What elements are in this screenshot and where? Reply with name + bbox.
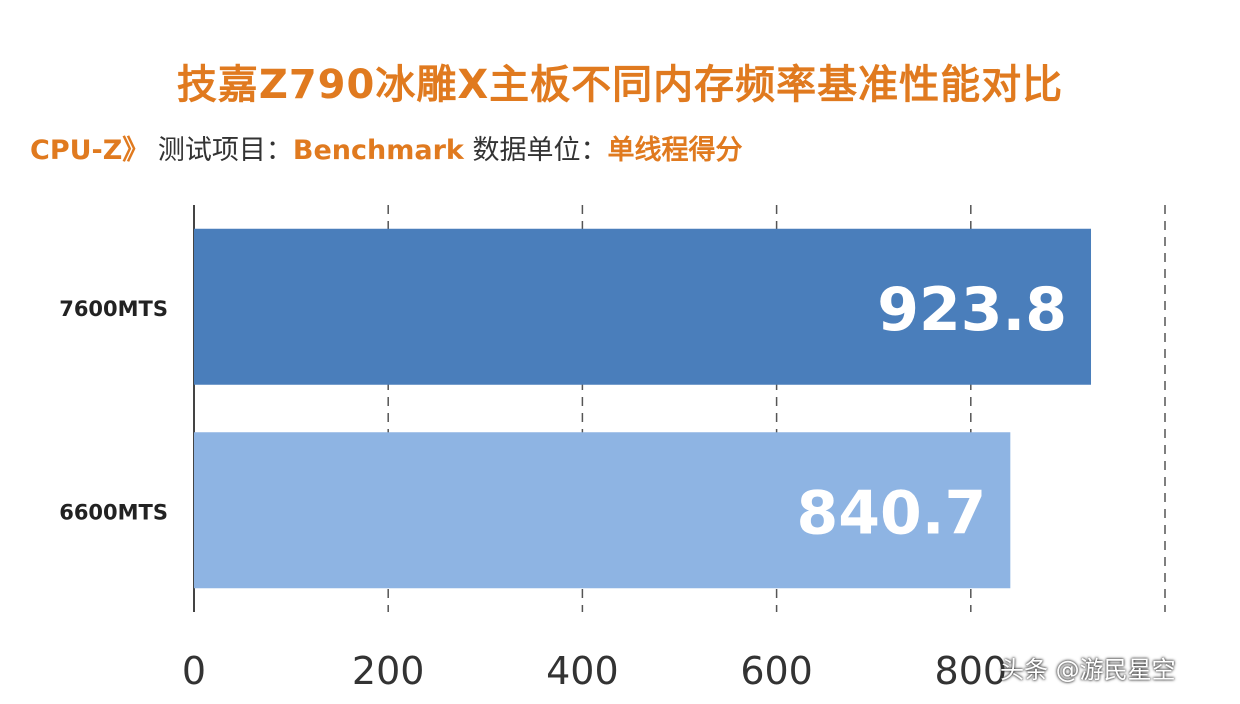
test-label: 测试项目： [157,135,293,166]
x-tick-label: 800 [935,649,1008,693]
category-label: 7600MTS [59,297,168,321]
watermark: 头条 @游民星空 [1000,656,1176,684]
x-tick-label: 600 [740,649,813,693]
value-label: 923.8 [877,275,1067,345]
test-item: Benchmark [292,135,464,166]
test-name: CPU-Z》 [30,135,150,166]
x-tick-label: 0 [182,649,206,693]
chart-title: 技嘉Z790冰雕X主板不同内存频率基准性能对比 [176,62,1064,108]
value-label: 840.7 [797,478,987,548]
category-label: 6600MTS [59,500,168,524]
chart-subtitle: CPU-Z》 测试项目：Benchmark 数据单位：单线程得分 [30,128,742,167]
bar [194,228,1092,385]
unit-label: 数据单位： [472,135,608,166]
x-tick-label: 200 [352,649,425,693]
bar [194,432,1011,589]
x-tick-label: 400 [546,649,619,693]
unit-value: 单线程得分 [607,135,743,166]
